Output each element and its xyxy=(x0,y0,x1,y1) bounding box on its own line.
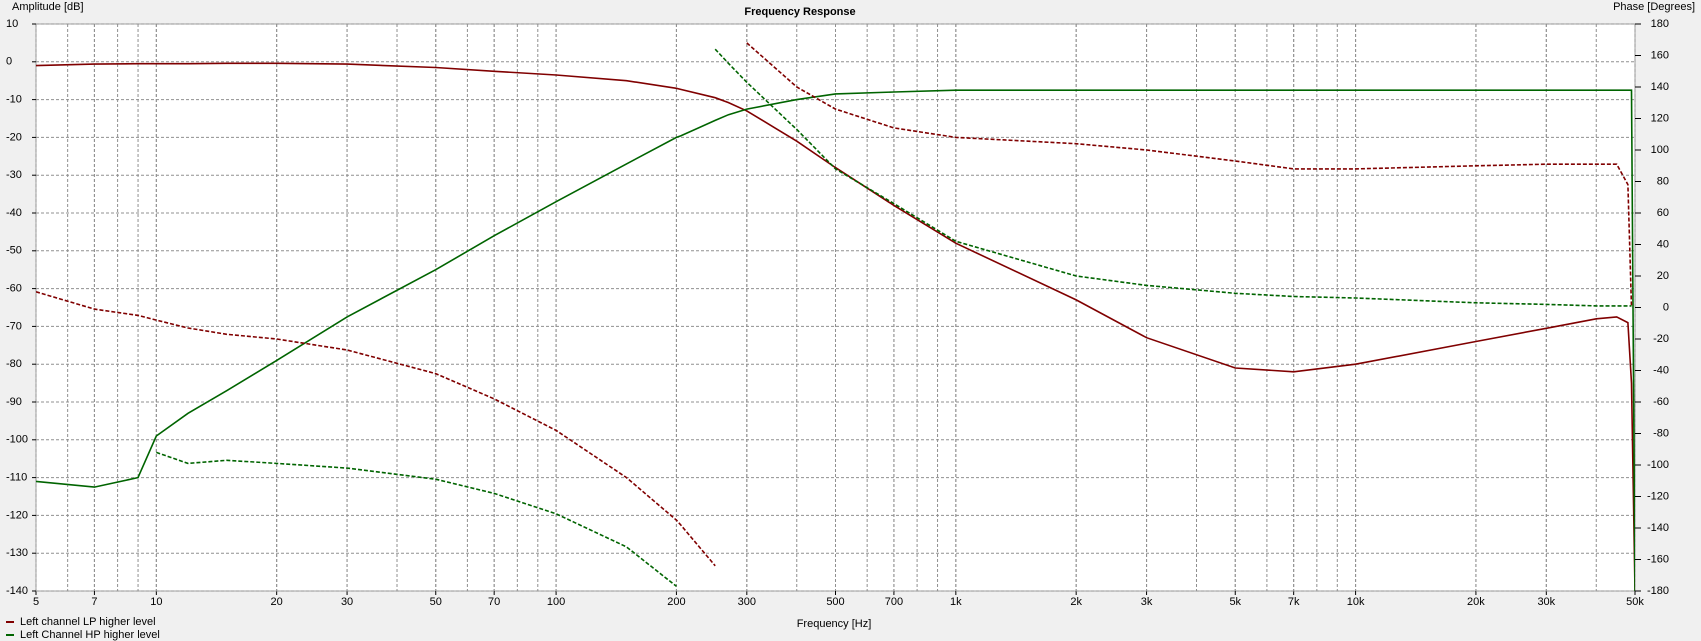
y2-tick-label: 60 xyxy=(1657,207,1669,219)
x-tick-label: 1k xyxy=(950,596,962,608)
x-tick-label: 50k xyxy=(1626,596,1644,608)
y-tick-label: -70 xyxy=(6,320,22,332)
x-tick-label: 200 xyxy=(667,596,685,608)
x-tick-label: 700 xyxy=(885,596,903,608)
x-tick-label: 20k xyxy=(1467,596,1485,608)
y2-tick-label: -160 xyxy=(1647,553,1669,565)
y2-tick-label: -120 xyxy=(1647,490,1669,502)
y2-tick-label: -100 xyxy=(1647,459,1669,471)
y-tick-label: 10 xyxy=(6,18,18,30)
y2-tick-label: -80 xyxy=(1653,427,1669,439)
amplitude-line xyxy=(36,89,1635,591)
x-axis-title: Frequency [Hz] xyxy=(797,618,872,630)
x-tick-label: 70 xyxy=(488,596,500,608)
x-tick-label: 20 xyxy=(271,596,283,608)
y-tick-label: -140 xyxy=(6,585,28,597)
y-tick-label: -40 xyxy=(6,207,22,219)
y2-tick-label: 100 xyxy=(1651,144,1669,156)
x-tick-label: 30k xyxy=(1537,596,1555,608)
y2-tick-label: 80 xyxy=(1657,175,1669,187)
x-tick-label: 5 xyxy=(33,596,39,608)
y2-tick-label: 140 xyxy=(1651,81,1669,93)
chart-title: Frequency Response xyxy=(744,6,855,18)
x-tick-label: 7 xyxy=(91,596,97,608)
y-tick-label: -90 xyxy=(6,396,22,408)
y2-tick-label: 180 xyxy=(1651,18,1669,30)
x-tick-label: 500 xyxy=(826,596,844,608)
x-tick-label: 5k xyxy=(1229,596,1241,608)
y2-tick-label: 160 xyxy=(1651,49,1669,61)
y2-tick-label: -40 xyxy=(1653,364,1669,376)
y-tick-label: -10 xyxy=(6,94,22,106)
y2-tick-label: 20 xyxy=(1657,270,1669,282)
y2-tick-label: -180 xyxy=(1647,585,1669,597)
y2-tick-label: -140 xyxy=(1647,522,1669,534)
phase-line xyxy=(36,42,1633,567)
y2-tick-label: 120 xyxy=(1651,112,1669,124)
x-tick-label: 30 xyxy=(341,596,353,608)
x-tick-label: 300 xyxy=(738,596,756,608)
y-axis-title: Amplitude [dB] xyxy=(12,1,84,13)
legend-label: Left channel LP higher level xyxy=(20,616,156,628)
x-tick-label: 3k xyxy=(1141,596,1153,608)
y-tick-label: -50 xyxy=(6,245,22,257)
x-tick-label: 2k xyxy=(1070,596,1082,608)
y2-tick-label: -60 xyxy=(1653,396,1669,408)
x-tick-label: 100 xyxy=(547,596,565,608)
y2-tick-label: 40 xyxy=(1657,238,1669,250)
phase-line xyxy=(156,48,1632,587)
y-tick-label: -100 xyxy=(6,434,28,446)
y-tick-label: -80 xyxy=(6,358,22,370)
y-tick-label: -20 xyxy=(6,131,22,143)
y2-tick-label: -20 xyxy=(1653,333,1669,345)
amplitude-line xyxy=(36,62,1635,591)
y-tick-label: 0 xyxy=(6,56,12,68)
x-tick-label: 10k xyxy=(1347,596,1365,608)
y-tick-label: -30 xyxy=(6,169,22,181)
x-tick-label: 10 xyxy=(150,596,162,608)
x-tick-label: 50 xyxy=(430,596,442,608)
y-tick-label: -110 xyxy=(6,472,27,484)
y2-axis-title: Phase [Degrees] xyxy=(1613,1,1695,13)
x-tick-label: 7k xyxy=(1288,596,1300,608)
y-tick-label: -120 xyxy=(6,509,28,521)
y-tick-label: -130 xyxy=(6,547,28,559)
y-tick-label: -60 xyxy=(6,283,22,295)
series-layer xyxy=(36,42,1635,591)
y2-tick-label: 0 xyxy=(1663,301,1669,313)
legend-label: Left Channel HP higher level xyxy=(20,629,160,641)
